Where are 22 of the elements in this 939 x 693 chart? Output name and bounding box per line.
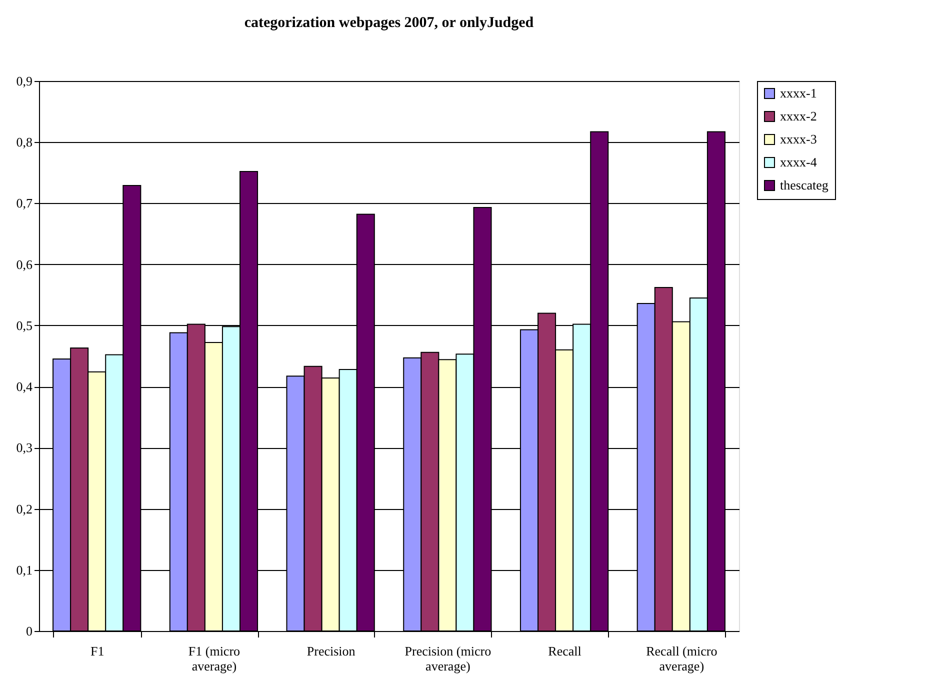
legend-label: xxxx-2 [780,108,817,124]
x-tick-label: Precision (micro average) [404,644,492,674]
y-tick-label: 0,5 [16,318,32,333]
y-tick-label: 0,3 [16,440,32,456]
y-tick-label: 0,2 [16,501,32,516]
y-tick-label: 0,8 [16,134,32,150]
x-tick-label: Precision [306,644,356,658]
legend-label: xxxx-3 [780,132,817,146]
legend-label: thescateg [780,178,829,192]
legend-label: xxxx-4 [780,154,818,170]
legend-label: xxxx-1 [780,86,817,100]
y-tick-label: 0,9 [16,74,32,88]
y-tick-label: 0,4 [16,379,33,394]
y-tick-label: 0 [26,624,32,638]
chart-title: categorization webpages 2007, or onlyJudged [244,15,534,31]
y-tick-label: 0,7 [16,196,33,211]
y-tick-label: 0,6 [16,256,33,272]
x-tick-label: F1 [90,644,104,658]
y-tick-label: 0,1 [16,562,32,578]
x-tick-label: Recall [548,644,582,658]
x-tick-label: F1 (micro average) [188,644,240,674]
x-tick-label: Recall (micro average) [646,644,718,674]
